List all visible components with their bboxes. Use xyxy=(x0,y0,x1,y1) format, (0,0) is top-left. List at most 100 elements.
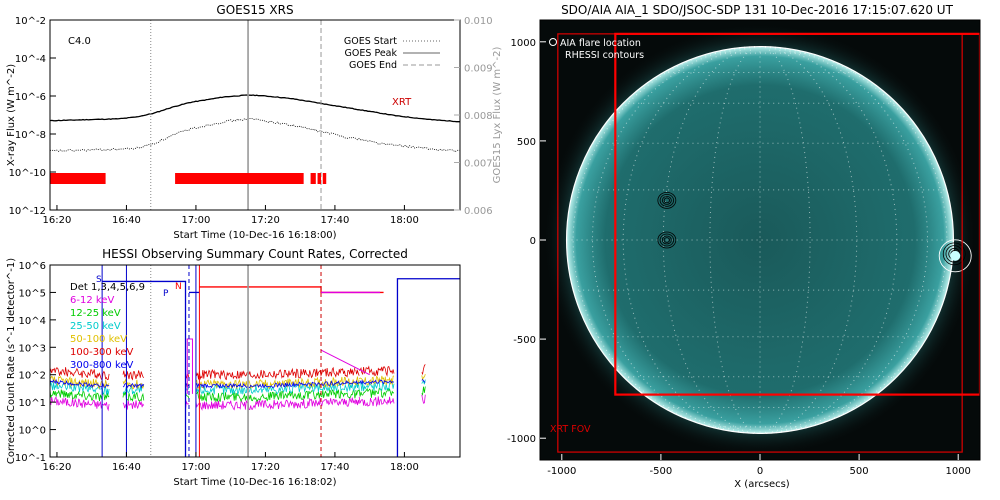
hessi-x-tick-label: 18:00 xyxy=(390,462,419,473)
aia-x-ticks: -1000 -500 0 500 1000 xyxy=(547,454,971,477)
goes-coverage-bars xyxy=(50,173,327,184)
goes-y2label: GOES15 Lyx Flux (W m^-2) xyxy=(492,47,503,184)
aia-x-tick-label: -500 xyxy=(650,466,673,477)
heliographic-grid xyxy=(566,46,954,434)
xrt-fov-boxes xyxy=(557,32,980,453)
goes-y-ticks: 10^-2 10^-4 10^-6 10^-8 10^-10 10^-12 xyxy=(9,16,56,217)
hessi-x-tick-label: 17:00 xyxy=(182,462,211,473)
goes-y-tick-label: 10^-2 xyxy=(15,16,46,27)
legend-300-800-kev: 300-800 keV xyxy=(70,360,134,371)
goes-coverage-bar-2 xyxy=(310,173,316,184)
goes-y2-tick-label: 0.009 xyxy=(464,64,493,75)
aia-rhessi-annotation: RHESSI contours xyxy=(565,50,644,61)
goes-coverage-bar-4 xyxy=(322,173,327,184)
aia-flare-circle xyxy=(938,239,972,273)
goes-x-tick-label: 17:20 xyxy=(251,215,280,226)
hessi-decay-curve xyxy=(320,349,370,376)
solar-disk xyxy=(566,46,954,434)
goes-x-ticks: 16:20 16:40 17:00 17:20 17:40 18:00 xyxy=(43,205,419,226)
hessi-x-tick-label: 17:20 xyxy=(251,462,280,473)
goes-x-tick-label: 16:20 xyxy=(43,215,72,226)
goes-coverage-bar-0 xyxy=(50,173,106,184)
goes-x-tick-label: 17:40 xyxy=(321,215,350,226)
hessi-saa-bar-3 xyxy=(396,278,460,457)
goes-panel: GOES15 XRS 16:20 16:40 17:00 17:20 17:40 18:0… xyxy=(6,3,503,241)
goes-x-tick-label: 17:00 xyxy=(182,215,211,226)
hessi-flag-n: N xyxy=(175,282,182,292)
goes-y2-ticks: 0.010 0.009 0.008 0.007 0.006 xyxy=(454,16,493,217)
goes-class-label: C4.0 xyxy=(68,36,91,47)
hessi-attenuator-excursion xyxy=(186,338,193,394)
grid-longitude-line xyxy=(759,46,928,434)
goes-series-1 xyxy=(49,117,461,153)
goes-y-tick-label: 10^-12 xyxy=(9,206,46,217)
aia-x-tick-label: 500 xyxy=(850,466,869,477)
rhessi-contour xyxy=(663,237,670,243)
rhessi-contours xyxy=(657,191,972,273)
aia-y-tick-label: 0 xyxy=(530,236,536,247)
goes-legend: GOES Start GOES Peak GOES End xyxy=(344,36,440,71)
aia-y-tick-label: -1000 xyxy=(507,434,536,445)
aia-xlabel: X (arcsecs) xyxy=(734,479,790,490)
legend-12-25-kev: 12-25 keV xyxy=(70,308,121,319)
legend-25-50-kev: 25-50 keV xyxy=(70,321,121,332)
goes-xlabel: Start Time (10-Dec-16 16:18:00) xyxy=(173,230,336,241)
rhessi-contour xyxy=(659,233,674,247)
aia-x-tick-label: 0 xyxy=(757,466,763,477)
hessi-y-tick-label: 10^4 xyxy=(19,316,46,327)
rhessi-contour xyxy=(661,235,672,245)
aia-y-tick-label: 500 xyxy=(517,137,536,148)
goes-y2-tick-label: 0.007 xyxy=(464,159,493,170)
hessi-y-tick-label: 10^5 xyxy=(19,288,46,299)
hessi-flag-s: S xyxy=(96,275,102,285)
goes-y2-tick-label: 0.010 xyxy=(464,16,493,27)
goes-title: GOES15 XRS xyxy=(216,3,293,17)
legend-goes-peak: GOES Peak xyxy=(345,48,398,59)
hessi-series-0 xyxy=(49,394,426,412)
goes-y-tick-label: 10^-4 xyxy=(15,54,46,65)
hessi-panel: HESSI Observing Summary Count Rates, Cor… xyxy=(6,247,461,488)
hessi-y-tick-label: 10^6 xyxy=(19,261,46,272)
hessi-status-lines xyxy=(101,265,460,457)
rhessi-contour xyxy=(659,193,674,207)
hessi-det-label: Det 1,3,4,5,6,9 xyxy=(70,282,145,293)
goes-series-0 xyxy=(49,94,460,123)
hessi-y-tick-label: 10^0 xyxy=(19,426,46,437)
aia-flare-kernel xyxy=(950,250,961,261)
aia-panel: SDO/AIA AIA_1 SDO/JSOC-SDP 131 10-Dec-20… xyxy=(507,3,981,490)
goes-coverage-bar-1 xyxy=(175,173,304,184)
hessi-x-tick-label: 17:40 xyxy=(321,462,350,473)
aia-y-tick-label: -500 xyxy=(513,335,536,346)
hessi-title: HESSI Observing Summary Count Rates, Cor… xyxy=(102,247,408,261)
grid-longitude-line xyxy=(592,46,761,434)
hessi-plot-frame xyxy=(49,264,461,458)
aia-y-ticks: 1000 500 0 -500 -1000 xyxy=(507,38,546,445)
legend-50-100-kev: 50-100 keV xyxy=(70,334,127,345)
rhessi-contour xyxy=(657,231,677,249)
aia-title: SDO/AIA AIA_1 SDO/JSOC-SDP 131 10-Dec-20… xyxy=(561,3,954,17)
rhessi-contour xyxy=(661,195,672,205)
goes-coverage-bar-3 xyxy=(317,173,322,184)
hessi-flag-p: P xyxy=(163,289,169,299)
rhessi-contour xyxy=(657,191,677,209)
goes-y2-tick-label: 0.008 xyxy=(464,111,493,122)
goes-y2-tick-label: 0.006 xyxy=(464,206,493,217)
hessi-y-tick-label: 10^2 xyxy=(19,371,46,382)
hessi-y-tick-label: 10^3 xyxy=(19,343,46,354)
goes-y-tick-label: 10^-8 xyxy=(15,130,46,141)
goes-traces xyxy=(49,94,461,153)
goes-x-tick-label: 16:40 xyxy=(112,215,141,226)
grid-longitude-line xyxy=(759,46,948,434)
hessi-y-tick-label: 10^1 xyxy=(19,398,46,409)
hessi-y-ticks: 10^6 10^5 10^4 10^3 10^2 10^1 10^0 10^-1 xyxy=(15,261,56,464)
hessi-y-tick-label: 10^-1 xyxy=(15,453,46,464)
legend-goes-end: GOES End xyxy=(349,60,397,71)
rhessi-contour xyxy=(942,242,966,266)
flare-location-marker-legend xyxy=(549,38,557,46)
rhessi-contour xyxy=(663,197,670,204)
aia-xrt-fov-annotation: XRT FOV xyxy=(550,424,591,435)
hessi-ylabel: Corrected Count Rate (s^-1 detector^-1) xyxy=(6,258,17,464)
hessi-xlabel: Start Time (10-Dec-16 16:18:02) xyxy=(173,477,336,488)
hessi-x-tick-label: 16:20 xyxy=(43,462,72,473)
goes-x-tick-label: 18:00 xyxy=(390,215,419,226)
